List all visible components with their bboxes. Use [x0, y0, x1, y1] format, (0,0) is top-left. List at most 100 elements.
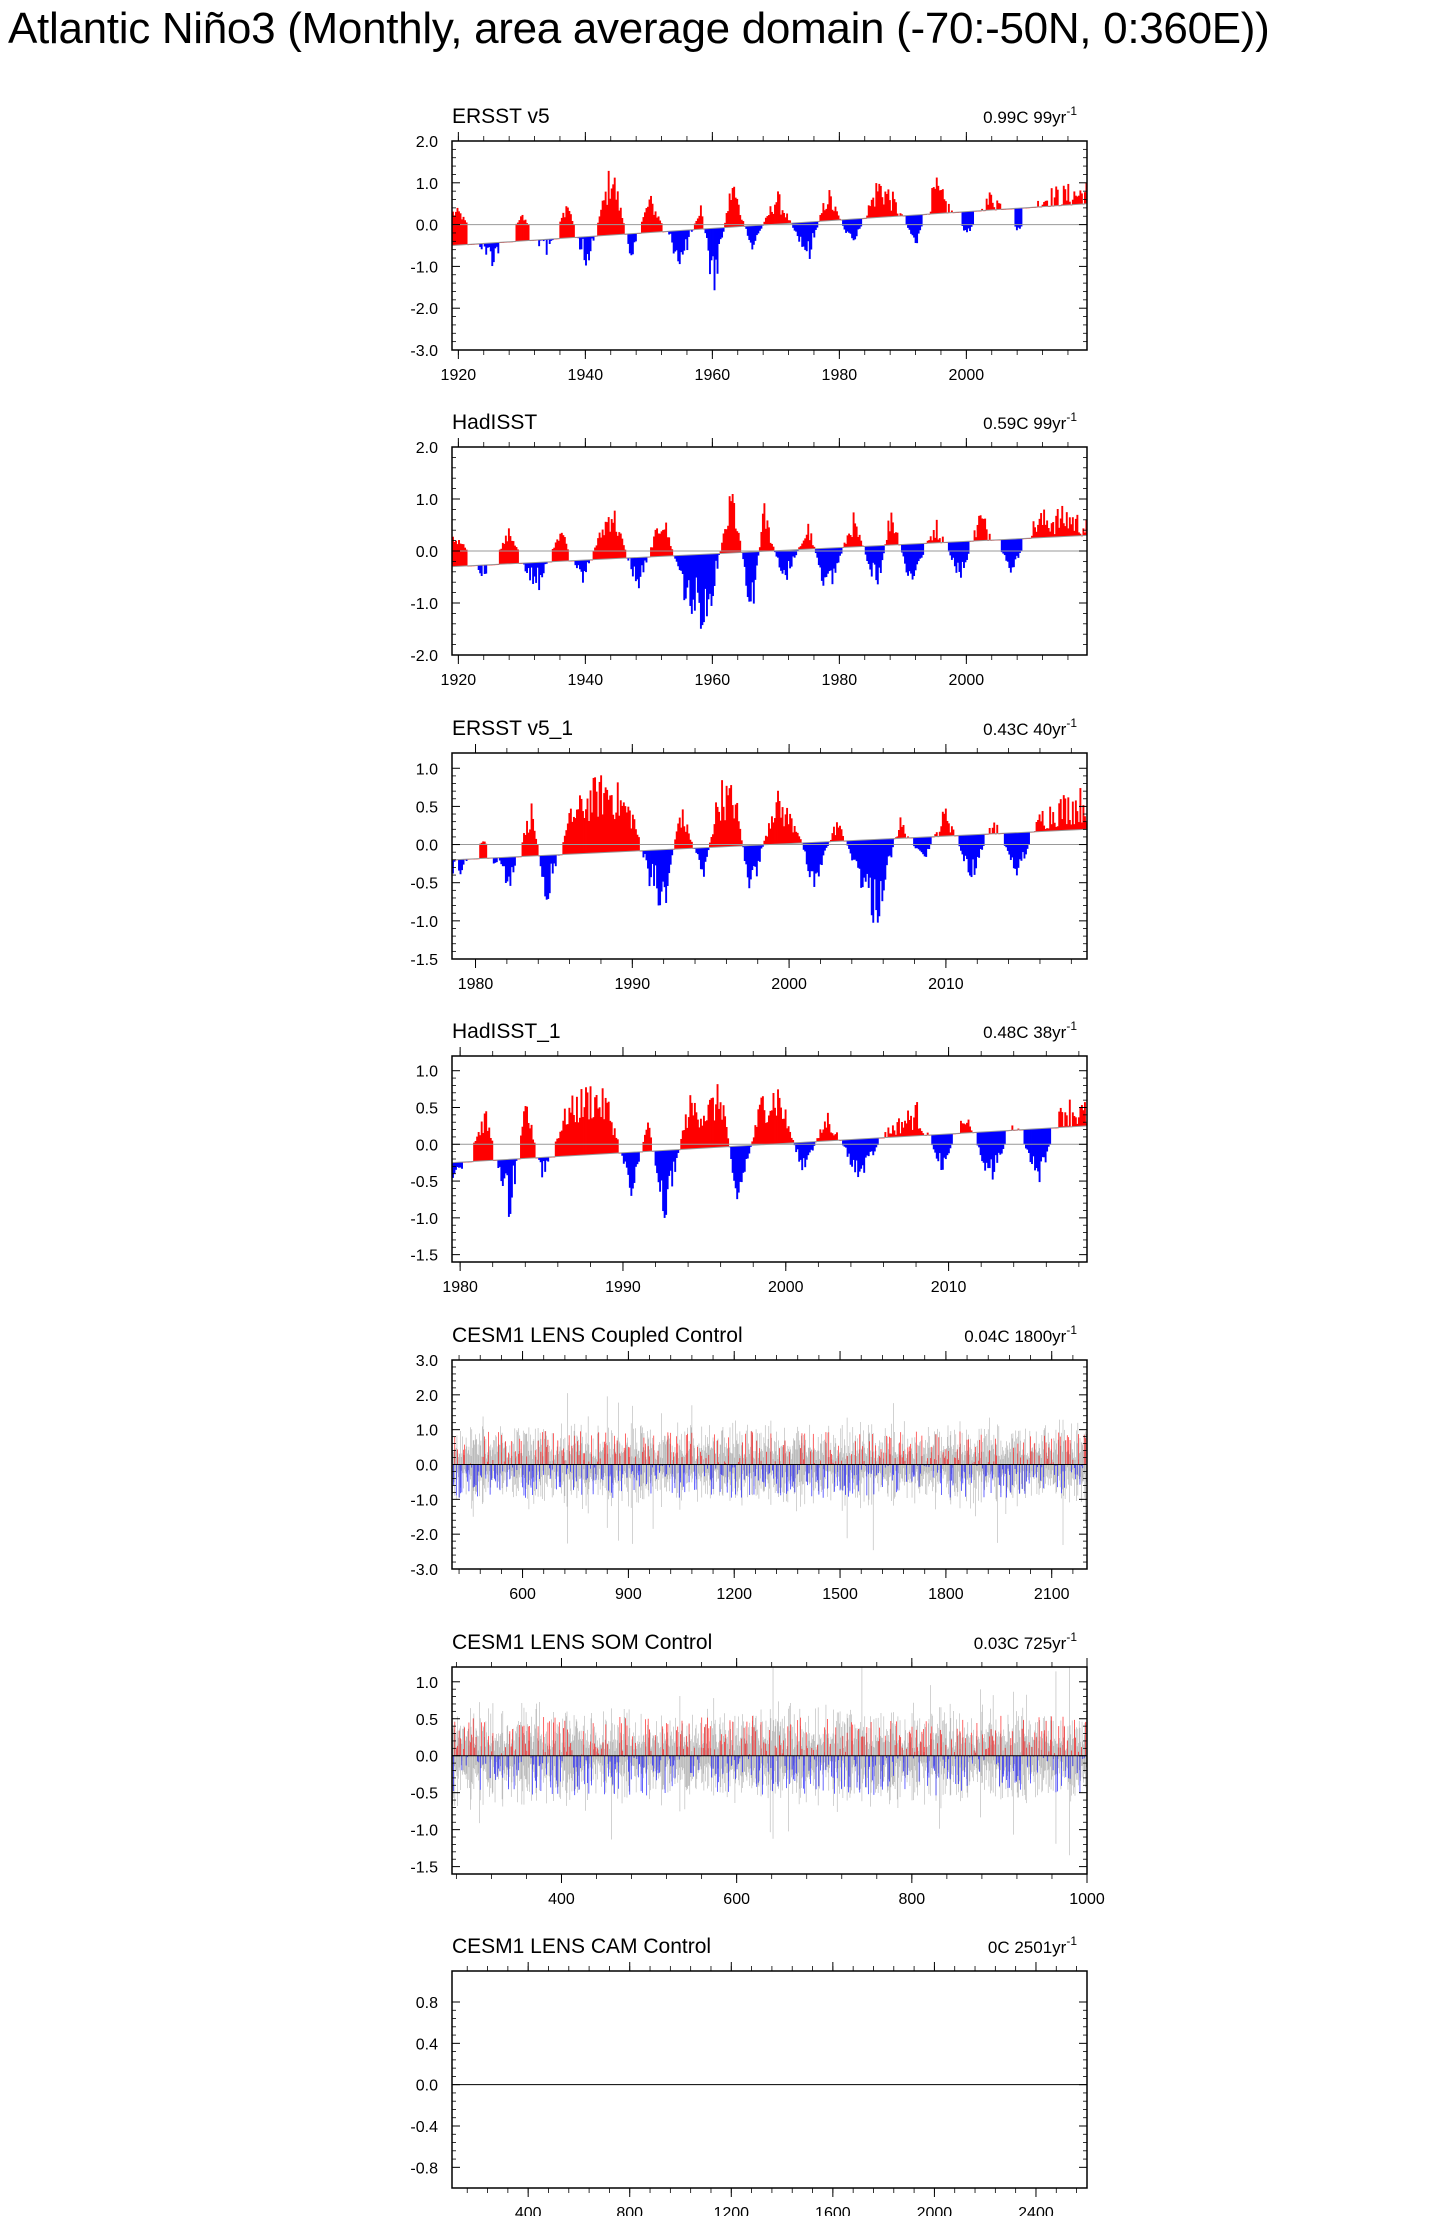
negative-anomaly-bar — [513, 856, 516, 866]
negative-anomaly-bar — [483, 565, 486, 574]
negative-anomaly-bar — [684, 555, 687, 599]
positive-anomaly-bar — [532, 818, 535, 856]
negative-anomaly-bar — [653, 850, 655, 886]
negative-anomaly-bar — [882, 545, 885, 554]
positive-anomaly-bar — [1050, 824, 1053, 832]
negative-anomaly-bar — [706, 228, 708, 238]
negative-anomaly-bar — [669, 1150, 672, 1171]
negative-anomaly-bar — [749, 845, 752, 880]
negative-anomaly-bar — [1020, 208, 1023, 227]
negative-anomaly-bar — [671, 1149, 674, 1187]
positive-anomaly-bar — [1037, 524, 1040, 538]
positive-anomaly-bar — [947, 203, 950, 213]
negative-anomaly-bar — [855, 1139, 858, 1161]
positive-anomaly-bar — [1065, 200, 1068, 206]
positive-anomaly-bar — [1067, 1125, 1070, 1128]
negative-anomaly-bar — [683, 555, 686, 601]
negative-anomaly-bar — [533, 562, 536, 577]
negative-anomaly-bar — [702, 554, 705, 623]
positive-anomaly-bar — [784, 217, 787, 224]
positive-anomaly-bar — [498, 549, 501, 565]
positive-anomaly-bar — [820, 213, 823, 222]
positive-anomaly-bar — [1059, 518, 1062, 537]
positive-anomaly-bar — [598, 532, 601, 560]
positive-anomaly-bar — [1082, 528, 1085, 536]
x-tick-label: 1980 — [458, 976, 494, 993]
positive-anomaly-bar — [805, 534, 808, 550]
negative-anomaly-bar — [693, 554, 696, 611]
positive-anomaly-bar — [775, 202, 778, 225]
positive-anomaly-bar — [822, 203, 825, 222]
negative-anomaly-bar — [669, 231, 672, 234]
negative-anomaly-bar — [660, 1150, 663, 1181]
negative-anomaly-bar — [707, 554, 710, 600]
positive-anomaly-bar — [843, 542, 846, 548]
positive-anomaly-bar — [485, 1111, 488, 1161]
positive-anomaly-bar — [860, 540, 863, 547]
positive-anomaly-bar — [858, 534, 861, 547]
positive-anomaly-bar — [575, 809, 578, 854]
positive-anomaly-bar — [653, 536, 655, 557]
positive-anomaly-bar — [600, 775, 603, 853]
positive-anomaly-bar — [755, 1126, 758, 1146]
negative-anomaly-bar — [507, 857, 510, 877]
negative-anomaly-bar — [633, 1152, 636, 1183]
positive-anomaly-bar — [613, 819, 616, 853]
negative-anomaly-bar — [654, 850, 657, 866]
positive-anomaly-bar — [896, 532, 899, 545]
positive-anomaly-bar — [509, 536, 512, 564]
negative-anomaly-bar — [731, 1146, 734, 1173]
negative-anomaly-bar — [831, 547, 834, 585]
negative-anomaly-bar — [709, 228, 711, 275]
positive-anomaly-bar — [810, 533, 813, 549]
x-tick-label: 2100 — [1034, 1586, 1070, 1603]
negative-anomaly-bar — [988, 1131, 991, 1169]
negative-anomaly-bar — [539, 1157, 542, 1163]
positive-anomaly-bar — [698, 1127, 701, 1149]
negative-anomaly-bar — [881, 839, 884, 902]
positive-anomaly-bar — [846, 535, 849, 548]
positive-anomaly-bar — [710, 836, 713, 848]
negative-anomaly-bar — [956, 541, 959, 563]
plot-area — [452, 1393, 1087, 1551]
negative-anomaly-bar — [459, 1162, 462, 1168]
negative-anomaly-bar — [887, 838, 890, 857]
negative-anomaly-bar — [944, 1134, 947, 1160]
negative-anomaly-bar — [867, 546, 870, 564]
negative-anomaly-bar — [712, 228, 714, 257]
positive-anomaly-bar — [619, 533, 622, 559]
negative-anomaly-bar — [513, 1159, 516, 1185]
positive-anomaly-bar — [725, 529, 728, 554]
negative-anomaly-bar — [542, 855, 545, 877]
negative-anomaly-bar — [588, 236, 590, 261]
negative-anomaly-bar — [972, 211, 975, 225]
positive-anomaly-bar — [1073, 1116, 1076, 1127]
positive-anomaly-bar — [739, 828, 742, 847]
negative-anomaly-bar — [644, 850, 646, 854]
positive-anomaly-bar — [594, 777, 597, 853]
x-tick-label: 2010 — [928, 976, 964, 993]
positive-anomaly-bar — [798, 836, 801, 844]
y-tick-label: 1.0 — [416, 761, 438, 778]
positive-anomaly-bar — [960, 1120, 962, 1134]
positive-anomaly-bar — [728, 496, 731, 553]
negative-anomaly-bar — [842, 1140, 844, 1146]
positive-anomaly-bar — [624, 806, 627, 852]
positive-anomaly-bar — [453, 541, 456, 567]
positive-anomaly-bar — [630, 828, 633, 852]
negative-anomaly-bar — [778, 550, 781, 568]
negative-anomaly-bar — [814, 221, 817, 230]
positive-anomaly-bar — [1044, 828, 1047, 832]
negative-anomaly-bar — [541, 562, 544, 578]
positive-anomaly-bar — [1041, 524, 1044, 538]
positive-anomaly-bar — [1037, 819, 1040, 832]
negative-anomaly-bar — [910, 544, 913, 574]
negative-anomaly-bar — [545, 561, 548, 564]
positive-anomaly-bar — [967, 1119, 970, 1133]
positive-anomaly-bar — [565, 543, 568, 562]
plot-area — [452, 1084, 1087, 1218]
negative-anomaly-bar — [1021, 832, 1024, 853]
negative-anomaly-bar — [461, 859, 463, 871]
